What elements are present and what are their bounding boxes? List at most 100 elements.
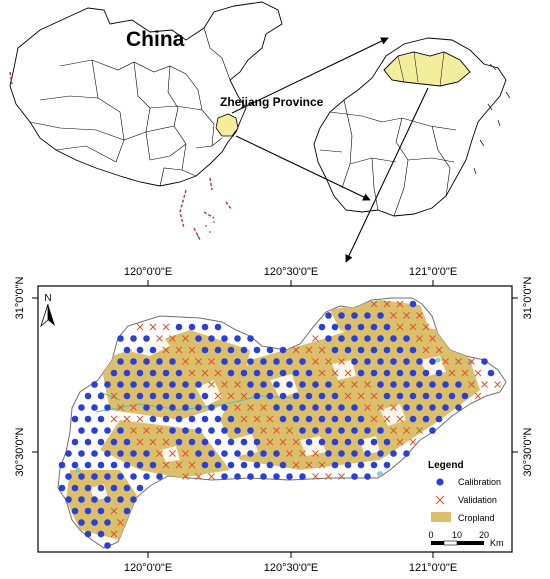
calibration-point <box>188 415 196 423</box>
top-tick-1: 120°0'0"E <box>124 266 172 278</box>
calibration-point <box>227 461 235 469</box>
validation-point <box>110 415 118 423</box>
calibration-point <box>227 438 235 446</box>
calibration-point <box>71 484 79 492</box>
validation-point <box>286 427 293 434</box>
calibration-point <box>383 346 391 354</box>
calibration-point <box>351 404 358 411</box>
validation-point <box>162 438 170 446</box>
calibration-point <box>312 427 319 434</box>
validation-point <box>182 358 189 365</box>
calibration-point <box>364 427 371 434</box>
validation-point <box>344 392 352 400</box>
validation-point <box>169 450 176 457</box>
validation-point <box>351 381 358 388</box>
calibration-point <box>286 381 293 388</box>
calibration-point <box>273 381 280 388</box>
validation-point <box>481 381 488 388</box>
calibration-point <box>331 392 339 400</box>
validation-point <box>195 473 202 480</box>
calibration-point <box>110 484 118 492</box>
validation-point <box>331 369 339 377</box>
validation-point <box>390 404 397 411</box>
calibration-point <box>481 358 488 365</box>
calibration-point <box>312 381 319 388</box>
calibration-point <box>253 392 261 400</box>
calibration-point <box>221 473 228 480</box>
validation-point <box>214 369 222 377</box>
calibration-point <box>260 473 267 480</box>
calibration-point <box>305 415 313 423</box>
legend: Legend Calibration Validation Cropland <box>428 460 501 523</box>
calibration-point <box>208 450 215 457</box>
validation-point <box>377 404 384 411</box>
calibration-point <box>130 473 137 480</box>
validation-point <box>208 358 215 365</box>
validation-point <box>234 404 241 411</box>
calibration-point <box>117 496 124 503</box>
calibration-point <box>214 438 222 446</box>
calibration-point <box>221 427 228 434</box>
calibration-point <box>175 415 183 423</box>
validation-point <box>403 312 410 319</box>
calibration-point <box>305 392 313 400</box>
water-patches <box>75 357 473 477</box>
calibration-point <box>253 346 261 354</box>
calibration-point <box>143 381 150 388</box>
south-sea-islands <box>197 221 215 237</box>
calibration-point <box>383 438 391 446</box>
calibration-point <box>429 381 436 388</box>
calibration-point <box>162 369 170 377</box>
validation-point <box>435 346 443 354</box>
calibration-point <box>104 473 111 480</box>
calibration-point <box>136 369 144 377</box>
calibration-point <box>91 404 98 411</box>
validation-point <box>214 392 222 400</box>
validation-point <box>305 461 313 469</box>
scale-tick-20: 20 <box>479 530 489 540</box>
validation-point <box>130 404 137 411</box>
calibration-point <box>429 358 436 365</box>
calibration-point <box>188 323 196 331</box>
calibration-point <box>123 438 131 446</box>
calibration-point <box>403 404 410 411</box>
calibration-point <box>188 438 196 446</box>
calibration-point <box>123 346 131 354</box>
calibration-point <box>370 369 378 377</box>
calibration-point <box>156 381 163 388</box>
calibration-point <box>448 392 456 400</box>
calibration-point <box>110 438 118 446</box>
calibration-point <box>71 461 79 469</box>
calibration-point <box>325 404 332 411</box>
calibration-point <box>149 415 157 423</box>
calibration-point <box>78 404 85 411</box>
validation-point <box>299 450 306 457</box>
validation-point <box>396 323 404 331</box>
calibration-point <box>396 392 404 400</box>
calibration-point <box>409 369 417 377</box>
validation-point <box>136 438 144 446</box>
validation-point <box>136 415 144 423</box>
north-arrow-icon: N <box>40 293 55 328</box>
calibration-point <box>201 438 209 446</box>
validation-point <box>338 358 345 365</box>
validation-point <box>396 438 404 446</box>
calibration-point <box>117 473 124 480</box>
calibration-point <box>357 323 365 331</box>
calibration-point <box>279 461 287 469</box>
calibration-point <box>286 358 293 365</box>
calibration-point <box>422 392 430 400</box>
calibration-point <box>299 404 306 411</box>
calibration-point <box>123 507 131 515</box>
calibration-point <box>214 461 222 469</box>
calibration-point <box>143 335 150 342</box>
calibration-point <box>136 392 144 400</box>
validation-point <box>292 438 300 446</box>
calibration-point <box>325 335 332 342</box>
connector-arrows <box>231 37 429 263</box>
validation-point <box>279 438 287 446</box>
calibration-point <box>84 415 92 423</box>
validation-point <box>455 358 462 365</box>
validation-point <box>409 438 417 446</box>
